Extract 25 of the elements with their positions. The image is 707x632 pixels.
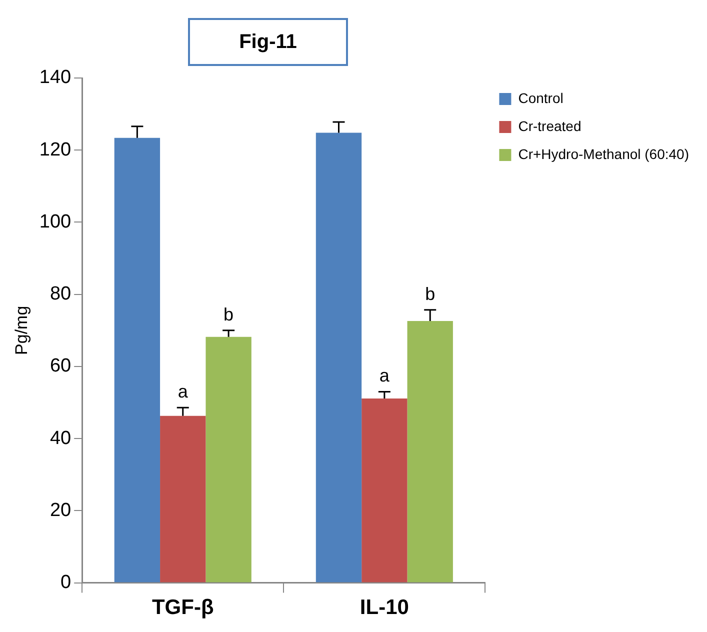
- y-tick-label: 20: [50, 500, 72, 521]
- y-tick-label: 140: [39, 67, 72, 88]
- annotation: b: [224, 304, 234, 324]
- y-tick-label: 60: [50, 356, 72, 377]
- bar: [316, 132, 362, 582]
- y-tick-label: 80: [50, 284, 72, 305]
- bar: [407, 321, 453, 582]
- bar: [160, 416, 206, 582]
- chart-title: Fig-11: [188, 18, 348, 66]
- y-tick-label: 40: [50, 428, 72, 449]
- annotation: a: [379, 366, 390, 386]
- legend-label: Cr+Hydro-Methanol (60:40): [518, 146, 689, 162]
- x-tick-label: TGF-β: [152, 596, 214, 620]
- y-axis-title: Pg/mg: [12, 306, 31, 355]
- legend-label: Control: [518, 90, 564, 106]
- legend-label: Cr-treated: [518, 118, 582, 134]
- y-tick-label: 100: [39, 211, 72, 232]
- x-tick-label: IL-10: [360, 596, 409, 620]
- y-tick-label: 120: [39, 139, 72, 160]
- bar: [362, 398, 408, 582]
- bar: [206, 336, 252, 582]
- bar: [114, 138, 160, 582]
- annotation: b: [425, 284, 436, 304]
- annotation: a: [178, 382, 189, 402]
- y-tick-label: 0: [60, 572, 72, 594]
